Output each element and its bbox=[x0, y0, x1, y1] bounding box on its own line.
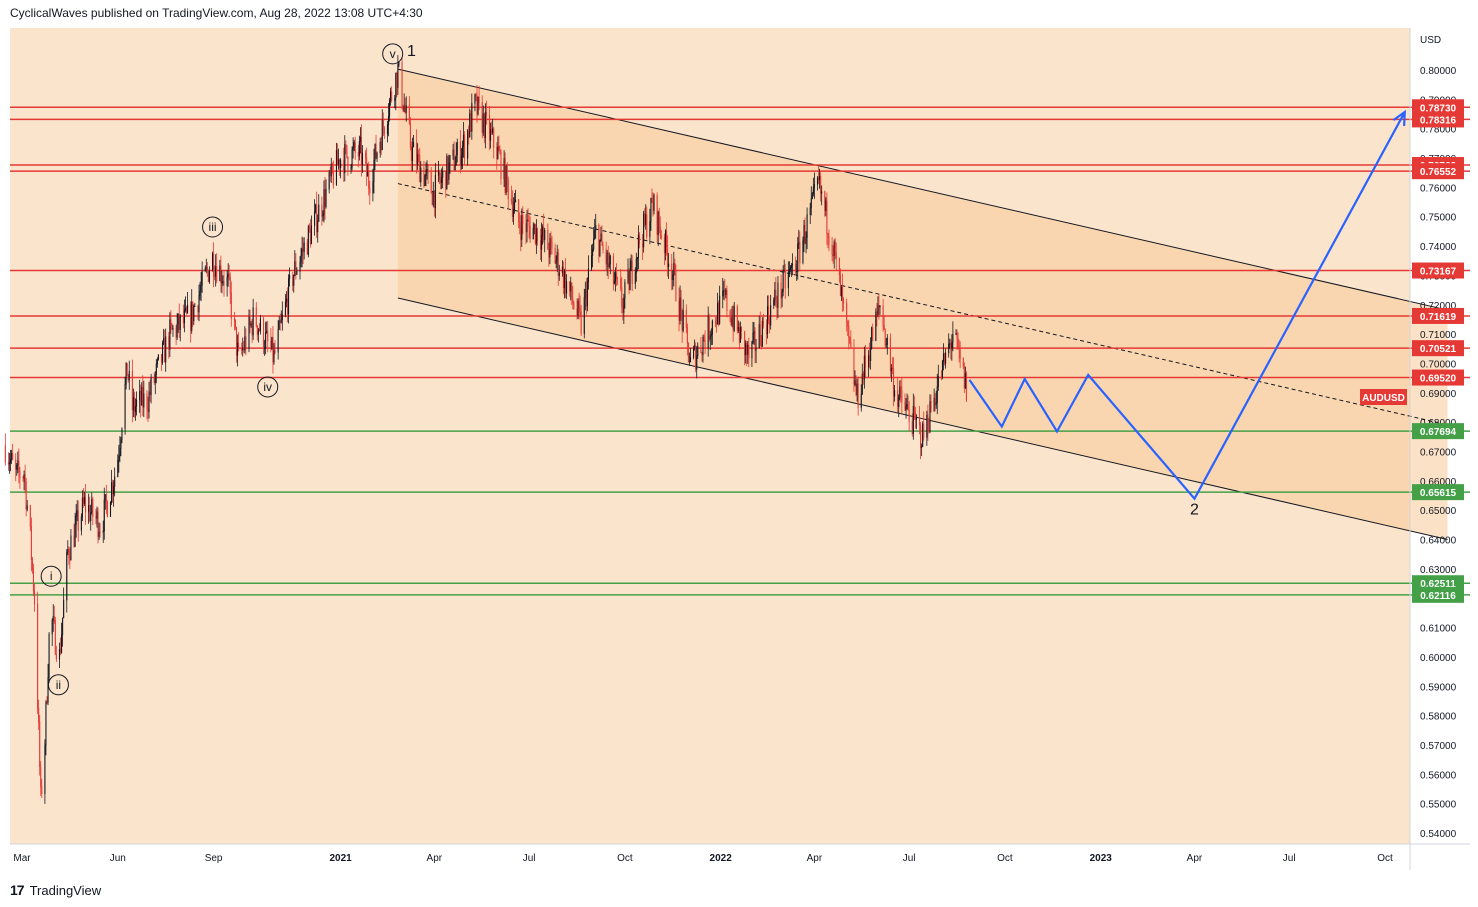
symbol-badge: AUDUSD bbox=[1360, 389, 1407, 405]
level-badge-label: 0.78730 bbox=[1420, 103, 1457, 114]
level-badge-label: 0.62511 bbox=[1420, 579, 1456, 590]
y-tick-label: 0.55000 bbox=[1420, 800, 1457, 811]
y-tick-label: 0.66000 bbox=[1420, 477, 1457, 488]
y-tick-label: 0.75000 bbox=[1420, 213, 1457, 224]
projection-path bbox=[968, 111, 1406, 501]
x-tick-label: Apr bbox=[1187, 853, 1203, 864]
y-tick-label: 0.65000 bbox=[1420, 506, 1457, 517]
wave-label-text: 1 bbox=[407, 43, 416, 60]
publisher-line: CyclicalWaves published on TradingView.c… bbox=[10, 6, 423, 20]
y-tick-label: 0.78000 bbox=[1420, 125, 1457, 136]
x-tick-label: Apr bbox=[807, 853, 823, 864]
x-tick-label: Apr bbox=[427, 853, 443, 864]
wave-label-text: iv bbox=[263, 380, 272, 394]
x-tick-label: Jul bbox=[903, 853, 916, 864]
x-tick-label: 2021 bbox=[329, 853, 352, 864]
level-badge-label: 0.78316 bbox=[1420, 115, 1457, 126]
level-badge-bg bbox=[1412, 340, 1464, 357]
level-badge-bg bbox=[1412, 262, 1464, 279]
symbol-badge-text: AUDUSD bbox=[1362, 393, 1405, 404]
y-tick-label: 0.64000 bbox=[1420, 536, 1457, 547]
x-tick-label: Oct bbox=[1377, 853, 1393, 864]
y-tick-label: 0.56000 bbox=[1420, 770, 1457, 781]
level-badge-bg bbox=[1412, 111, 1464, 128]
wave-label-text: iii bbox=[209, 220, 217, 234]
y-tick-label: 0.58000 bbox=[1420, 712, 1457, 723]
level-badge-label: 0.73167 bbox=[1420, 267, 1457, 278]
y-tick-label: 0.60000 bbox=[1420, 653, 1457, 664]
wave-label-circle bbox=[257, 376, 279, 398]
price-axis[interactable]: 0.800000.790000.780000.770000.760000.750… bbox=[1420, 66, 1457, 840]
level-badge-bg bbox=[1412, 369, 1464, 386]
y-tick-label: 0.63000 bbox=[1420, 565, 1457, 576]
x-tick-label: 2023 bbox=[1090, 853, 1113, 864]
x-tick-label: Jul bbox=[1283, 853, 1296, 864]
level-badge-label: 0.67694 bbox=[1420, 427, 1457, 438]
candles-group bbox=[4, 55, 967, 804]
level-badge-bg bbox=[1412, 163, 1464, 180]
y-tick-label: 0.61000 bbox=[1420, 624, 1457, 635]
channel-middle-line bbox=[397, 183, 1448, 426]
y-tick-label: 0.70000 bbox=[1420, 359, 1457, 370]
wave-label-text: 2 bbox=[1190, 502, 1199, 519]
level-badges-group: 0.787300.783160.767620.765520.731670.716… bbox=[1412, 99, 1464, 603]
tradingview-logo-icon[interactable]: 17 bbox=[10, 882, 25, 898]
wave-label-text: v bbox=[390, 47, 396, 61]
wave-label-circle bbox=[47, 674, 69, 696]
level-badge-label: 0.62116 bbox=[1420, 591, 1456, 602]
level-badge-bg bbox=[1412, 99, 1464, 116]
x-tick-label: 2022 bbox=[710, 853, 733, 864]
x-tick-label: Oct bbox=[617, 853, 633, 864]
x-tick-label: Jul bbox=[523, 853, 536, 864]
x-tick-label: Sep bbox=[205, 853, 223, 864]
y-tick-label: 0.57000 bbox=[1420, 741, 1457, 752]
level-badge-bg bbox=[1412, 307, 1464, 324]
wave-label-text: ii bbox=[56, 678, 61, 692]
time-axis[interactable]: Mar Jun Sep 2021 Apr Jul Oct 2022 Apr Jul Oct 2023 A… bbox=[13, 853, 1393, 864]
channel-fill bbox=[397, 69, 1448, 540]
level-badge-bg bbox=[1412, 484, 1464, 501]
level-badge-label: 0.71619 bbox=[1420, 312, 1457, 323]
currency-label: USD bbox=[1420, 35, 1441, 46]
x-tick-label: Oct bbox=[997, 853, 1013, 864]
wave-label-text: i bbox=[50, 569, 53, 583]
channel-lower-line bbox=[397, 297, 1448, 541]
y-tick-label: 0.74000 bbox=[1420, 242, 1457, 253]
y-tick-label: 0.71000 bbox=[1420, 330, 1457, 341]
y-tick-label: 0.54000 bbox=[1420, 829, 1457, 840]
y-tick-label: 0.59000 bbox=[1420, 682, 1457, 693]
y-tick-label: 0.80000 bbox=[1420, 66, 1457, 77]
wave-label-circle bbox=[382, 43, 404, 65]
y-tick-label: 0.76000 bbox=[1420, 183, 1457, 194]
footer[interactable]: 17 TradingView bbox=[10, 880, 101, 900]
x-tick-label: Mar bbox=[13, 853, 31, 864]
levels-group bbox=[10, 106, 1470, 596]
symbol-badge-bg bbox=[1360, 389, 1407, 405]
y-tick-label: 0.67000 bbox=[1420, 448, 1457, 459]
y-tick-label: 0.69000 bbox=[1420, 389, 1457, 400]
level-badge-bg bbox=[1412, 423, 1464, 440]
level-badge-label: 0.65615 bbox=[1420, 488, 1457, 499]
projection-arrowhead bbox=[1392, 109, 1406, 127]
wave-label-circle bbox=[40, 565, 62, 587]
level-badge-label: 0.76552 bbox=[1420, 167, 1457, 178]
x-tick-label: Jun bbox=[110, 853, 126, 864]
y-tick-label: 0.72000 bbox=[1420, 301, 1457, 312]
level-badge-label: 0.69520 bbox=[1420, 374, 1457, 385]
level-badge-label: 0.70521 bbox=[1420, 344, 1457, 355]
footer-logo-text[interactable]: TradingView bbox=[29, 882, 102, 898]
level-badge-bg bbox=[1412, 586, 1464, 603]
wave-label-circle bbox=[202, 216, 224, 238]
projection-group bbox=[968, 109, 1406, 501]
